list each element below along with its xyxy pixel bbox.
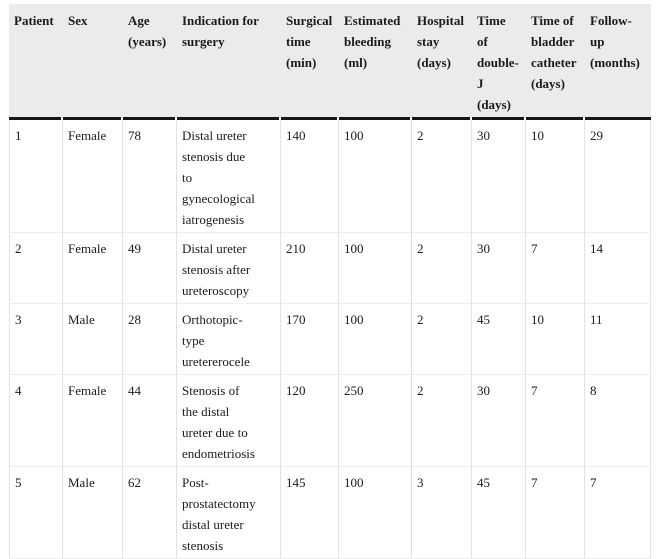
table-row: 2 Female 49 Distal ureter stenosis after…	[9, 233, 651, 304]
cell-sex: Male	[63, 304, 123, 375]
cell-estimated-bleeding: 100	[339, 467, 412, 559]
cell-age: 44	[123, 375, 177, 467]
cell-estimated-bleeding: 100	[339, 304, 412, 375]
cell-age: 28	[123, 304, 177, 375]
cell-indication: Post- prostatectomy distal ureter stenos…	[177, 467, 281, 559]
cell-patient: 5	[9, 467, 63, 559]
cell-estimated-bleeding: 250	[339, 375, 412, 467]
cell-hospital-stay: 2	[412, 233, 472, 304]
col-header-surgical-time: Surgical time (min)	[281, 4, 339, 120]
col-header-sex: Sex	[63, 4, 123, 120]
cell-double-j-time: 30	[472, 233, 526, 304]
cell-patient: 4	[9, 375, 63, 467]
col-header-age: Age (years)	[123, 4, 177, 120]
cell-sex: Male	[63, 467, 123, 559]
cell-surgical-time: 120	[281, 375, 339, 467]
col-header-double-j-time: Time of double- J (days)	[472, 4, 526, 120]
patients-table: Patient Sex Age (years) Indication for s…	[9, 4, 651, 559]
cell-age: 49	[123, 233, 177, 304]
cell-hospital-stay: 3	[412, 467, 472, 559]
cell-age: 78	[123, 120, 177, 233]
cell-double-j-time: 45	[472, 304, 526, 375]
cell-surgical-time: 210	[281, 233, 339, 304]
cell-patient: 3	[9, 304, 63, 375]
cell-surgical-time: 140	[281, 120, 339, 233]
col-header-patient: Patient	[9, 4, 63, 120]
table-row: 1 Female 78 Distal ureter stenosis due t…	[9, 120, 651, 233]
cell-patient: 2	[9, 233, 63, 304]
cell-bladder-catheter-time: 10	[526, 120, 585, 233]
cell-hospital-stay: 2	[412, 375, 472, 467]
cell-bladder-catheter-time: 7	[526, 375, 585, 467]
cell-hospital-stay: 2	[412, 120, 472, 233]
cell-bladder-catheter-time: 7	[526, 233, 585, 304]
col-header-estimated-bleeding: Estimated bleeding (ml)	[339, 4, 412, 120]
cell-follow-up: 11	[585, 304, 651, 375]
cell-follow-up: 7	[585, 467, 651, 559]
cell-bladder-catheter-time: 7	[526, 467, 585, 559]
table-row: 4 Female 44 Stenosis of the distal urete…	[9, 375, 651, 467]
col-header-bladder-catheter-time: Time of bladder catheter (days)	[526, 4, 585, 120]
cell-bladder-catheter-time: 10	[526, 304, 585, 375]
cell-follow-up: 14	[585, 233, 651, 304]
cell-double-j-time: 30	[472, 375, 526, 467]
cell-surgical-time: 170	[281, 304, 339, 375]
cell-surgical-time: 145	[281, 467, 339, 559]
cell-sex: Female	[63, 375, 123, 467]
col-header-follow-up: Follow- up (months)	[585, 4, 651, 120]
cell-patient: 1	[9, 120, 63, 233]
table-row: 3 Male 28 Orthotopic- type uretererocele…	[9, 304, 651, 375]
cell-indication: Distal ureter stenosis after ureteroscop…	[177, 233, 281, 304]
cell-double-j-time: 45	[472, 467, 526, 559]
cell-age: 62	[123, 467, 177, 559]
table-row: 5 Male 62 Post- prostatectomy distal ure…	[9, 467, 651, 559]
cell-sex: Female	[63, 120, 123, 233]
cell-estimated-bleeding: 100	[339, 233, 412, 304]
cell-indication: Distal ureter stenosis due to gynecologi…	[177, 120, 281, 233]
cell-indication: Orthotopic- type uretererocele	[177, 304, 281, 375]
cell-follow-up: 29	[585, 120, 651, 233]
cell-follow-up: 8	[585, 375, 651, 467]
col-header-hospital-stay: Hospital stay (days)	[412, 4, 472, 120]
header-row: Patient Sex Age (years) Indication for s…	[9, 4, 651, 120]
cell-sex: Female	[63, 233, 123, 304]
cell-indication: Stenosis of the distal ureter due to end…	[177, 375, 281, 467]
cell-estimated-bleeding: 100	[339, 120, 412, 233]
cell-hospital-stay: 2	[412, 304, 472, 375]
col-header-indication: Indication for surgery	[177, 4, 281, 120]
cell-double-j-time: 30	[472, 120, 526, 233]
